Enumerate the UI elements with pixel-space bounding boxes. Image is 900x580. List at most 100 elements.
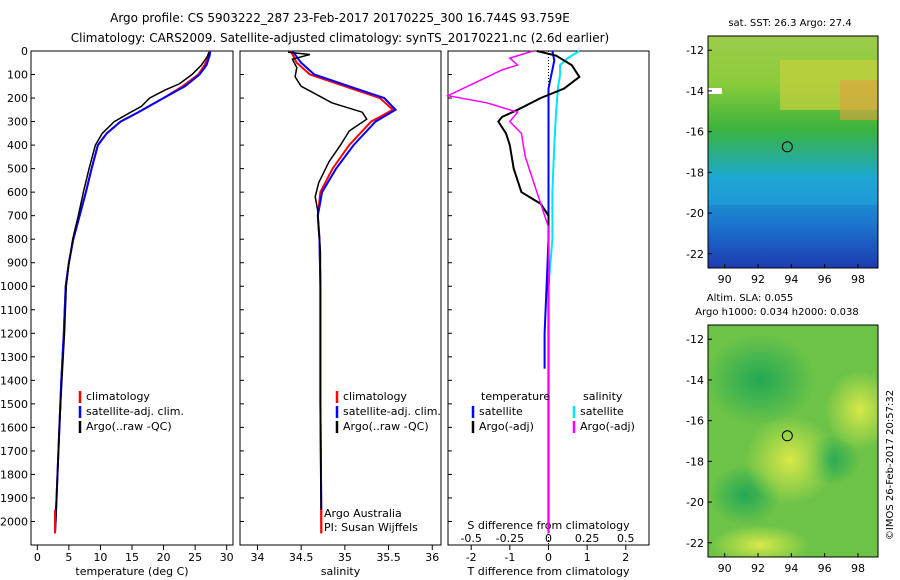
temperature-ytick-label: 1900 — [0, 492, 28, 505]
difference-series-2 — [497, 50, 581, 534]
temperature-ytick-label: 1300 — [0, 351, 28, 364]
sst-map-ytick-label: -22 — [686, 248, 704, 261]
temperature-ytick-label: 1500 — [0, 398, 28, 411]
temperature-xtick-label: 0 — [34, 551, 41, 564]
salinity-plot-frame — [239, 50, 442, 546]
sst-map-xtick-label: 94 — [784, 273, 798, 286]
difference-top-tick-label: -0.5 — [460, 532, 481, 545]
temperature-ytick-label: 1200 — [0, 327, 28, 340]
figure-title-line1: Argo profile: CS 5903222_287 23-Feb-2017… — [110, 11, 570, 25]
sst-map-frame — [707, 35, 879, 269]
sla-map-xtick-label: 90 — [718, 562, 732, 575]
temperature-xtick-label: 10 — [93, 551, 107, 564]
difference-top-tick-label: 0 — [545, 532, 552, 545]
difference-xtick-label: -2 — [466, 551, 477, 564]
diff-legend-label: satellite — [580, 405, 624, 418]
sst-map-xtick-label: 96 — [818, 273, 832, 286]
salinity-panel: 34 34.5 35 35.5 36 salinity climatology satelli… — [239, 50, 442, 578]
salinity-series-0 — [289, 50, 395, 534]
salinity-legend-label: Argo(..raw -QC) — [343, 420, 429, 433]
temperature-ytick-label: 2000 — [0, 515, 28, 528]
sla-low-region — [708, 335, 815, 425]
salinity-legend-label: satellite-adj. clim. — [343, 405, 441, 418]
sst-map-ytick-label: -20 — [686, 207, 704, 220]
temperature-ytick-label: 1400 — [0, 374, 28, 387]
temperature-ytick-label: 700 — [7, 210, 28, 223]
temperature-legend-label: climatology — [86, 390, 150, 403]
temperature-ytick-label: 900 — [7, 257, 28, 270]
temperature-ytick-label: 300 — [7, 116, 28, 129]
salinity-legend-label: climatology — [343, 390, 407, 403]
sla-map-xtick-label: 98 — [851, 562, 865, 575]
sla-map-title-line1: Altim. SLA: 0.055 — [707, 293, 793, 304]
difference-series-1 — [547, 50, 580, 534]
sla-map-ytick-label: -18 — [686, 455, 704, 468]
temperature-xtick-label: 20 — [157, 551, 171, 564]
sst-map-xtick-label: 98 — [851, 273, 865, 286]
sla-map-ytick-label: -20 — [686, 496, 704, 509]
difference-xtick-label: 1 — [584, 551, 591, 564]
diff-legend-label: satellite — [479, 405, 523, 418]
diff-legend-temperature-title: temperature — [481, 390, 550, 403]
sst-map-ytick-label: -12 — [686, 44, 704, 57]
temperature-series-0 — [54, 50, 211, 534]
temperature-legend-label: Argo(..raw -QC) — [86, 420, 172, 433]
temperature-ytick-label: 1800 — [0, 468, 28, 481]
temperature-ytick-label: 100 — [7, 69, 28, 82]
temperature-legend-label: satellite-adj. clim. — [86, 405, 184, 418]
difference-panel: -2 -1 0 1 2T difference from climatology -0.5… — [445, 50, 650, 578]
temperature-xtick-label: 30 — [220, 551, 234, 564]
sst-argo-marker — [781, 141, 793, 153]
sla-map-frame — [707, 324, 879, 558]
temperature-panel: 0 5 10 15 20 25 30 temperature (deg C) 0 100 200 30… — [0, 45, 234, 578]
diff-legend-label: Argo(-adj) — [479, 420, 534, 433]
temperature-xlabel: temperature (deg C) — [75, 565, 188, 578]
diff-legend-label: Argo(-adj) — [580, 420, 635, 433]
sla-high-region — [745, 415, 835, 505]
sst-map-ytick-label: -16 — [686, 126, 704, 139]
temperature-series-1 — [54, 50, 212, 534]
sst-map-xtick-label: 92 — [751, 273, 765, 286]
sla-map-xtick-label: 92 — [751, 562, 765, 575]
temperature-ytick-label: 0 — [21, 45, 28, 58]
difference-series-0 — [543, 50, 556, 369]
salinity-xtick-label: 34.5 — [289, 551, 314, 564]
temperature-plot-frame — [30, 50, 234, 546]
salinity-series-2 — [288, 51, 368, 534]
sla-map-title-line2: Argo h1000: 0.034 h2000: 0.038 — [695, 307, 859, 318]
sst-warm-patch-2 — [840, 80, 878, 120]
sst-map-xtick-label: 90 — [718, 273, 732, 286]
temperature-ytick-label: 500 — [7, 163, 28, 176]
sst-map-ytick-label: -14 — [686, 85, 704, 98]
difference-top-tick-label: 0.5 — [617, 532, 635, 545]
salinity-xtick-label: 35 — [338, 551, 352, 564]
temperature-ytick-label: 600 — [7, 186, 28, 199]
sla-map-axes: 90 92 94 96 98 -12 -14 -16 -18 -20 -22 — [686, 333, 865, 575]
sla-high-region-3 — [710, 525, 810, 557]
temperature-ytick-label: 1000 — [0, 280, 28, 293]
difference-xtick-label: -1 — [504, 551, 515, 564]
sla-map-ytick-label: -22 — [686, 537, 704, 550]
sst-map-panel: sat. SST: 26.3 Argo: 27.4 90 92 94 96 98 -12 -… — [686, 18, 879, 286]
salinity-xlabel: salinity — [321, 565, 361, 578]
sla-map-xtick-label: 94 — [784, 562, 798, 575]
difference-xtick-label: 2 — [622, 551, 629, 564]
sst-cool-patch — [708, 175, 878, 205]
copyright-stamp: ©IMOS 26-Feb-2017 20:57:32 — [885, 390, 896, 540]
temperature-ytick-label: 800 — [7, 233, 28, 246]
difference-top-tick-label: 0.25 — [575, 532, 600, 545]
difference-xlabel: T difference from climatology — [467, 565, 630, 578]
sla-map-xtick-label: 96 — [818, 562, 832, 575]
temperature-xtick-label: 15 — [125, 551, 139, 564]
sla-map-ytick-label: -16 — [686, 415, 704, 428]
temperature-ytick-label: 1700 — [0, 445, 28, 458]
sla-map-ytick-label: -12 — [686, 333, 704, 346]
salinity-xtick-label: 34 — [250, 551, 264, 564]
diff-legend-salinity-title: salinity — [583, 390, 623, 403]
temperature-ytick-label: 200 — [7, 92, 28, 105]
sla-high-region-2 — [825, 370, 878, 450]
temperature-ytick-label: 1100 — [0, 304, 28, 317]
difference-series-3 — [445, 50, 550, 534]
temperature-ytick-label: 400 — [7, 139, 28, 152]
